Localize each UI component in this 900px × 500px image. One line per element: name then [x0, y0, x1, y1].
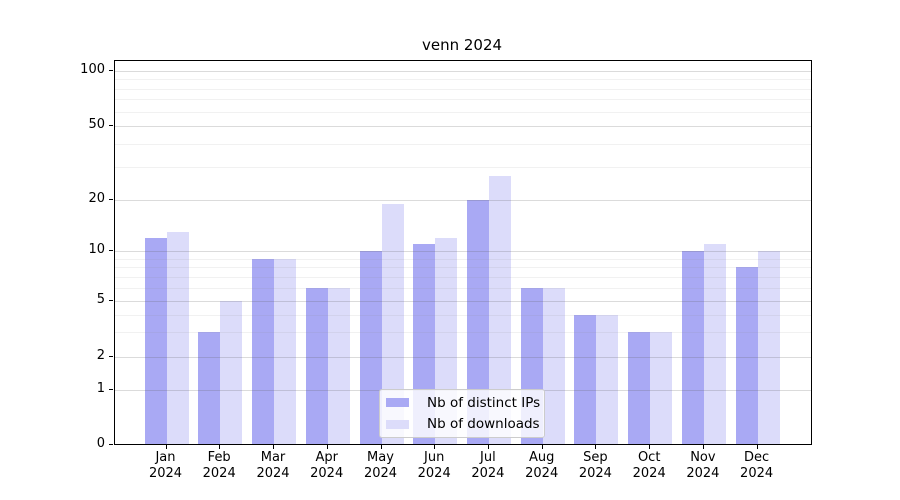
x-tick-mark-oct — [649, 444, 651, 449]
x-tick-label-jan: Jan 2024 — [148, 450, 183, 481]
y-tick-mark-5 — [109, 300, 113, 301]
x-tick-label-jun: Jun 2024 — [417, 450, 451, 481]
y-tick-mark-0 — [109, 443, 113, 445]
bar-ips-feb — [198, 332, 221, 444]
y-tick-label-100: 100 — [80, 62, 105, 77]
bar-ips-oct — [628, 332, 651, 444]
y-tick-mark-100 — [109, 70, 113, 71]
x-tick-label-aug: Aug 2024 — [525, 450, 559, 481]
ips-series-swatch-icon — [386, 398, 409, 408]
y-tick-mark-1 — [109, 389, 113, 390]
legend-label-downloads: Nb of downloads — [427, 416, 540, 433]
bar-downloads-jan — [166, 231, 189, 444]
y-tick-label-5: 5 — [96, 292, 105, 307]
minor-gridline-60 — [115, 111, 811, 113]
minor-gridline-7 — [115, 276, 811, 278]
x-tick-label-jul: Jul 2024 — [471, 450, 505, 481]
bar-downloads-apr — [327, 287, 350, 444]
bar-downloads-aug — [542, 287, 565, 444]
x-tick-label-nov: Nov 2024 — [686, 450, 720, 481]
y-tick-label-2: 2 — [96, 348, 105, 363]
minor-gridline-9 — [115, 258, 811, 260]
bar-downloads-mar — [274, 258, 296, 444]
x-tick-mark-sep — [595, 444, 597, 449]
bar-downloads-oct — [650, 332, 673, 444]
major-gridline-5 — [115, 301, 811, 302]
x-tick-mark-nov — [702, 444, 704, 449]
y-tick-mark-2 — [109, 356, 113, 357]
x-tick-mark-jan — [165, 444, 167, 449]
minor-gridline-40 — [115, 144, 811, 145]
x-tick-mark-jun — [434, 444, 436, 449]
y-tick-label-50: 50 — [88, 117, 105, 132]
x-tick-mark-feb — [219, 444, 221, 449]
major-gridline-100 — [115, 71, 811, 72]
bar-downloads-nov — [703, 244, 726, 444]
minor-gridline-80 — [115, 88, 811, 90]
legend-label-ips: Nb of distinct IPs — [427, 394, 541, 411]
major-gridline-10 — [115, 251, 811, 252]
y-tick-label-1: 1 — [96, 381, 105, 396]
x-tick-label-feb: Feb 2024 — [202, 450, 236, 481]
bar-ips-jan — [144, 237, 167, 444]
legend: Nb of distinct IPs Nb of downloads — [379, 389, 545, 438]
y-tick-label-0: 0 — [96, 435, 105, 451]
y-tick-label-10: 10 — [88, 242, 105, 257]
x-tick-mark-dec — [756, 444, 758, 449]
x-tick-label-apr: Apr 2024 — [310, 450, 344, 481]
x-tick-label-may: May 2024 — [363, 450, 398, 481]
y-tick-mark-50 — [109, 125, 113, 126]
major-gridline-2 — [115, 357, 811, 358]
bar-downloads-dec — [757, 251, 780, 444]
x-tick-mark-may — [380, 444, 382, 449]
bar-ips-apr — [305, 287, 328, 444]
y-tick-mark-20 — [109, 199, 113, 200]
y-tick-mark-10 — [109, 250, 113, 251]
plot-area — [114, 60, 812, 445]
minor-gridline-8 — [115, 267, 811, 269]
x-tick-mark-apr — [326, 444, 328, 449]
x-tick-mark-jul — [487, 444, 489, 449]
x-tick-mark-aug — [541, 444, 543, 449]
major-gridline-50 — [115, 126, 811, 127]
chart-title: venn 2024 — [421, 36, 503, 54]
x-tick-label-dec: Dec 2024 — [740, 450, 774, 481]
minor-gridline-30 — [115, 167, 811, 169]
x-tick-label-oct: Oct 2024 — [632, 450, 666, 481]
minor-gridline-90 — [115, 79, 811, 81]
bars-layer — [115, 61, 811, 444]
bar-ips-mar — [252, 258, 274, 444]
bar-downloads-feb — [220, 301, 243, 444]
grid-layer — [115, 61, 811, 444]
bar-downloads-sep — [596, 314, 619, 444]
x-tick-mark-mar — [273, 444, 274, 449]
minor-gridline-70 — [115, 99, 811, 101]
bar-ips-sep — [574, 314, 597, 444]
minor-gridline-4 — [115, 314, 811, 316]
downloads-series-swatch-icon — [386, 419, 409, 429]
legend-row-downloads: Nb of downloads — [386, 416, 540, 434]
x-tick-label-sep: Sep 2024 — [578, 450, 612, 481]
y-tick-label-20: 20 — [88, 191, 105, 206]
minor-gridline-3 — [115, 332, 811, 334]
legend-row-ips: Nb of distinct IPs — [386, 394, 541, 412]
x-tick-label-mar: Mar 2024 — [256, 450, 290, 481]
major-gridline-20 — [115, 200, 811, 201]
bar-ips-dec — [735, 267, 758, 444]
bar-ips-nov — [681, 251, 704, 444]
minor-gridline-6 — [115, 287, 811, 289]
